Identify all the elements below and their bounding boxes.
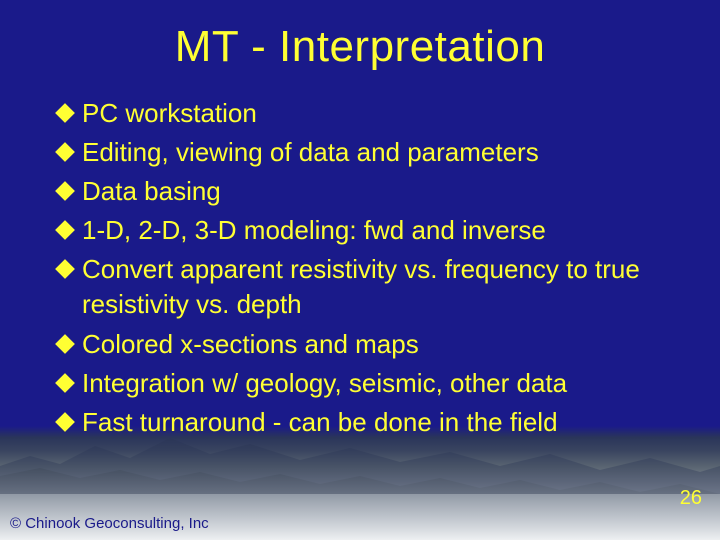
bullet-text: Fast turnaround - can be done in the fie… (82, 405, 682, 440)
diamond-bullet-icon (55, 220, 75, 240)
diamond-bullet-icon (55, 181, 75, 201)
bullet-item: PC workstation (58, 96, 682, 131)
bullet-item: Fast turnaround - can be done in the fie… (58, 405, 682, 440)
diamond-bullet-icon (55, 334, 75, 354)
copyright-text: © Chinook Geoconsulting, Inc (10, 515, 209, 532)
bullet-text: Editing, viewing of data and parameters (82, 135, 682, 170)
bullet-text: Colored x-sections and maps (82, 327, 682, 362)
bullet-text: 1-D, 2-D, 3-D modeling: fwd and inverse (82, 213, 682, 248)
bullet-text: PC workstation (82, 96, 682, 131)
bullet-item: 1-D, 2-D, 3-D modeling: fwd and inverse (58, 213, 682, 248)
bullet-item: Editing, viewing of data and parameters (58, 135, 682, 170)
diamond-bullet-icon (55, 142, 75, 162)
bullet-item: Convert apparent resistivity vs. frequen… (58, 252, 682, 322)
diamond-bullet-icon (55, 259, 75, 279)
bullet-text: Convert apparent resistivity vs. frequen… (82, 252, 682, 322)
bullet-item: Colored x-sections and maps (58, 327, 682, 362)
slide-title: MT - Interpretation (0, 22, 720, 72)
bullet-text: Data basing (82, 174, 682, 209)
bullet-item: Integration w/ geology, seismic, other d… (58, 366, 682, 401)
bullet-text: Integration w/ geology, seismic, other d… (82, 366, 682, 401)
page-number: 26 (680, 487, 702, 510)
diamond-bullet-icon (55, 412, 75, 432)
slide: MT - Interpretation PC workstation Editi… (0, 0, 720, 540)
diamond-bullet-icon (55, 103, 75, 123)
diamond-bullet-icon (55, 373, 75, 393)
bullet-list: PC workstation Editing, viewing of data … (58, 96, 682, 444)
bullet-item: Data basing (58, 174, 682, 209)
